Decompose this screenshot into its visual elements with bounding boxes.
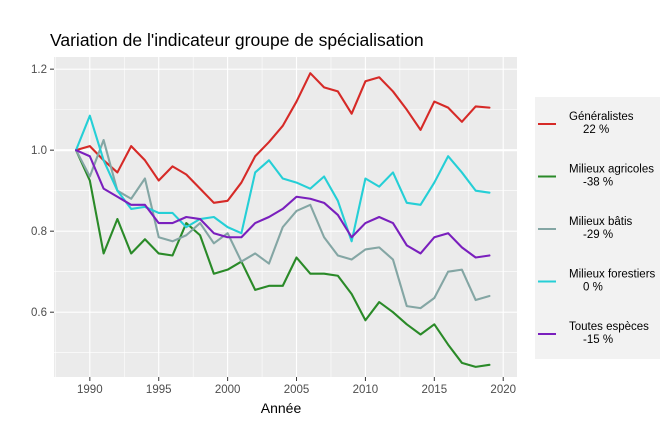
x-axis: 1990 1995 2000 2005 2010 2015 2020 xyxy=(77,377,516,396)
y-tick-label: 1.0 xyxy=(31,145,47,157)
series-line-4 xyxy=(75,114,491,243)
x-tick-label: 2010 xyxy=(353,384,379,396)
legend-change-4: 0 % xyxy=(583,282,603,294)
chart-title: Variation de l'indicateur groupe de spéc… xyxy=(50,30,424,50)
series-line-2 xyxy=(75,149,491,368)
x-axis-title: Année xyxy=(261,400,302,416)
y-tick-label: 0.8 xyxy=(31,226,47,238)
legend-label-1: Généralistes xyxy=(569,111,634,123)
legend-label-3: Milieux bâtis xyxy=(569,216,633,228)
series-line-3 xyxy=(75,138,491,310)
legend-label-5: Toutes espèces xyxy=(569,321,649,333)
x-tick-label: 2020 xyxy=(490,384,516,396)
x-tick-label: 1995 xyxy=(146,384,172,396)
panel-background xyxy=(54,57,517,377)
legend-change-1: 22 % xyxy=(583,124,609,136)
series-line-1 xyxy=(75,72,491,204)
plot-panel xyxy=(54,57,517,377)
x-tick-label: 2005 xyxy=(284,384,310,396)
legend-label-2: Milieux agricoles xyxy=(569,164,654,176)
legend-label-4: Milieux forestiers xyxy=(569,269,656,281)
x-tick-label: 1990 xyxy=(77,384,103,396)
legend-change-5: -15 % xyxy=(583,334,613,346)
x-tick-label: 2015 xyxy=(422,384,448,396)
legend-change-3: -29 % xyxy=(583,229,613,241)
series-line-5 xyxy=(75,149,491,259)
y-axis: 0.6 0.8 1.0 1.2 xyxy=(31,64,54,319)
x-tick-label: 2000 xyxy=(215,384,241,396)
y-tick-label: 0.6 xyxy=(31,307,47,319)
legend-change-2: -38 % xyxy=(583,177,613,189)
y-tick-label: 1.2 xyxy=(31,64,47,76)
